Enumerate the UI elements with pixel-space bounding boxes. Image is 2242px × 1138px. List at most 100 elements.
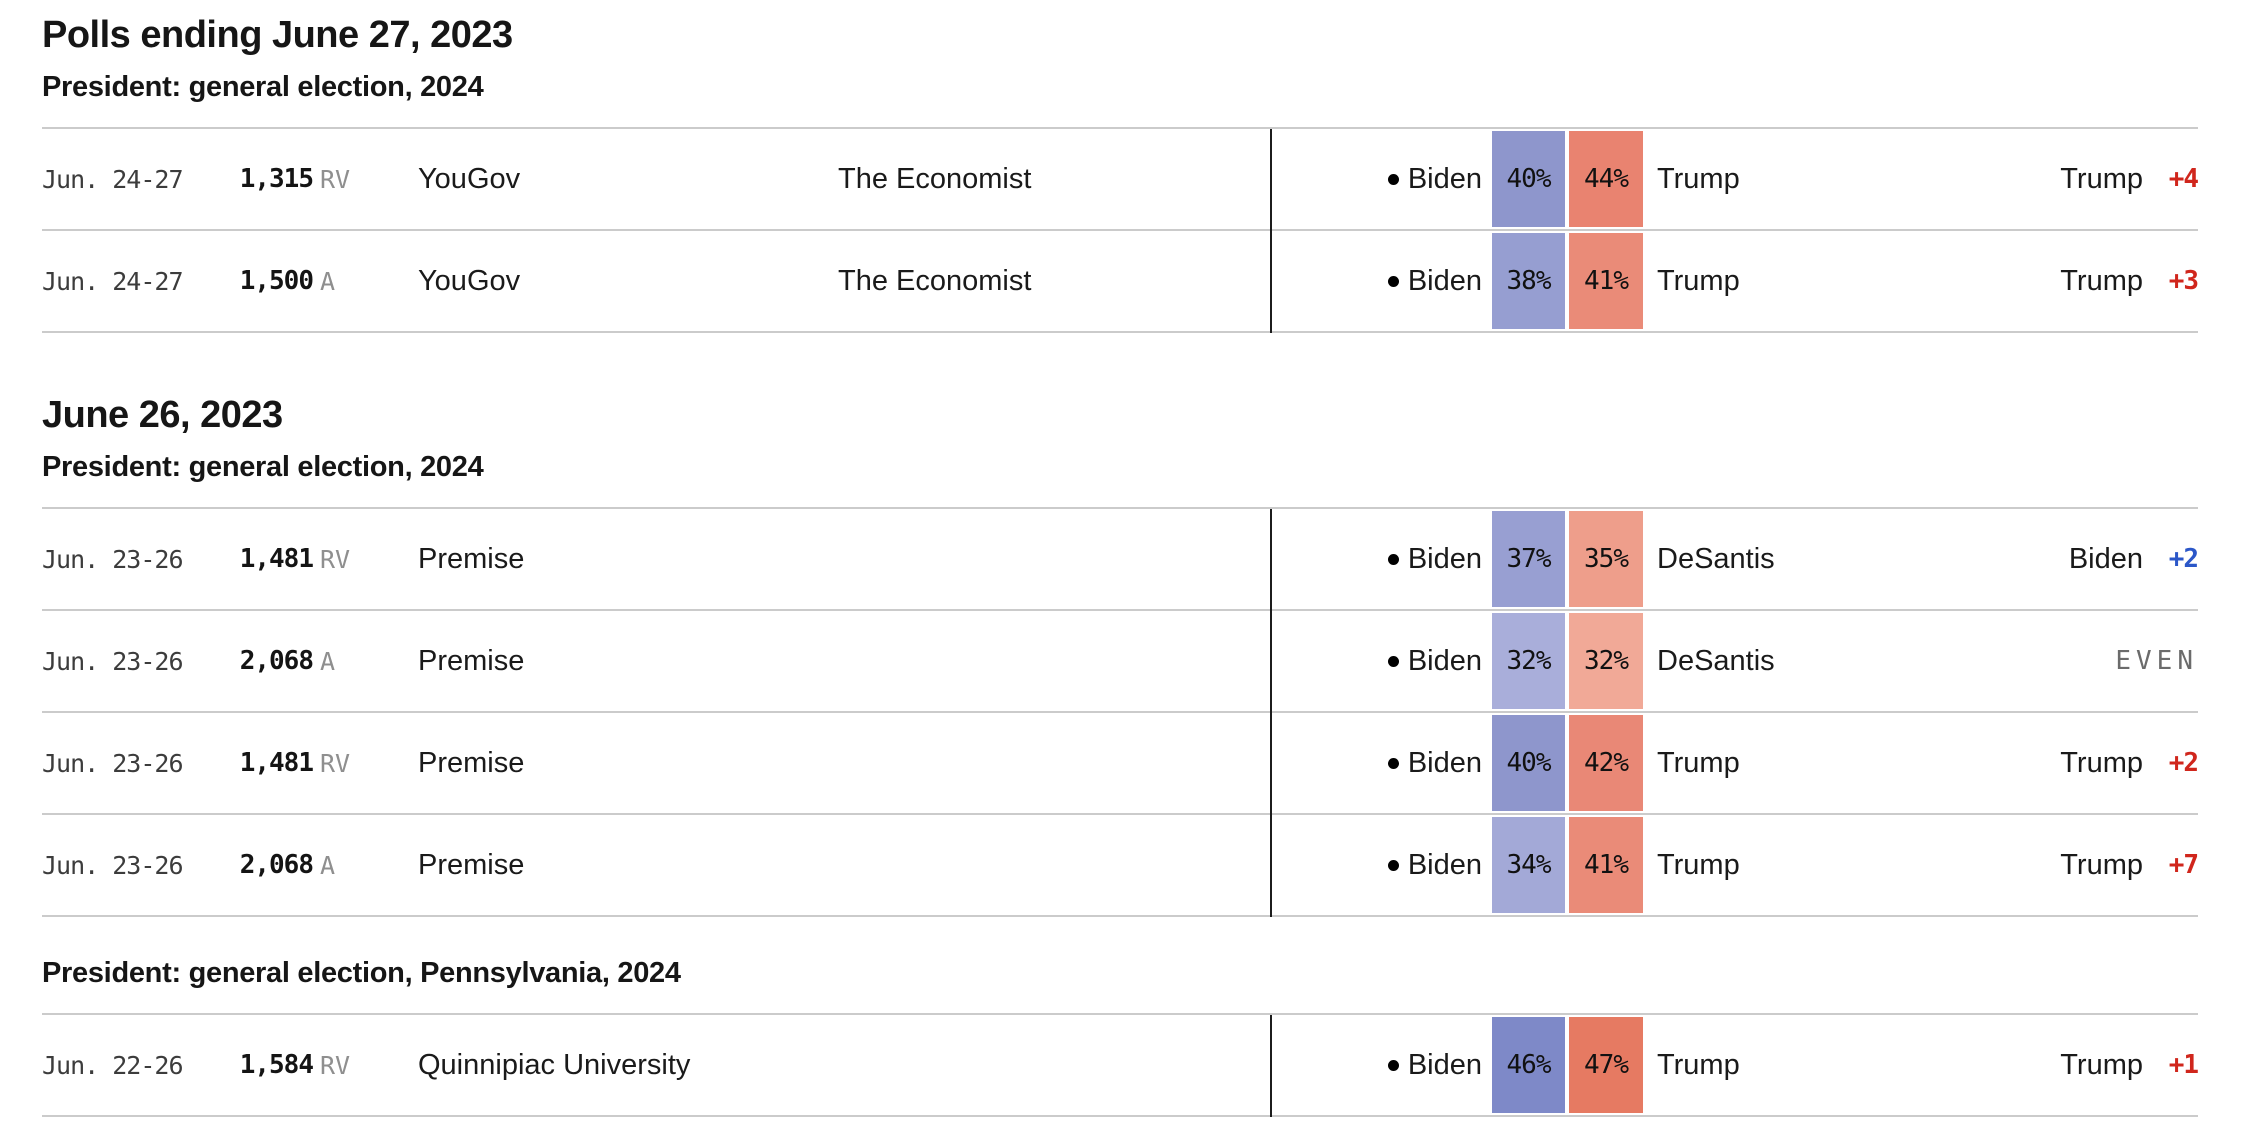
pollster-name[interactable]: Premise	[418, 848, 525, 881]
candidate1: Biden	[1230, 747, 1482, 780]
candidate2-name: Trump	[1657, 162, 1740, 195]
incumbent-dot-icon	[1387, 859, 1399, 871]
leader-name: Trump	[2060, 746, 2143, 779]
poll-result: Trump +3	[1943, 264, 2199, 298]
candidate2-pct-cell: 41%	[1569, 233, 1643, 329]
candidate2-name: Trump	[1657, 1048, 1740, 1081]
leader-name: Trump	[2060, 848, 2143, 881]
sample-size: 1,500	[239, 266, 314, 296]
poll-result: Trump +4	[1943, 162, 2199, 196]
candidate2-name: DeSantis	[1657, 644, 1775, 677]
margin-value: +2	[2168, 544, 2199, 574]
poll-row: Jun. 23-26 2,068 A Premise Biden 32% 32%…	[42, 611, 2198, 713]
incumbent-dot-icon	[1387, 275, 1399, 287]
candidate1-name: Biden	[1407, 1048, 1482, 1081]
poll-row: Jun. 24-27 1,315 RV YouGov The Economist…	[42, 129, 2199, 231]
candidate1: Biden	[1230, 1049, 1482, 1082]
pollster-name[interactable]: Premise	[418, 746, 525, 779]
candidate2-pct-cell: 35%	[1569, 511, 1643, 607]
leader-name: Trump	[2060, 264, 2143, 297]
date-header: Polls ending June 27, 2023	[42, 14, 513, 56]
candidate1-pct-cell: 46%	[1492, 1017, 1565, 1113]
pollster-name[interactable]: YouGov	[418, 264, 521, 297]
margin-value: +2	[2168, 748, 2199, 778]
sample-type: RV	[320, 748, 351, 778]
candidate1-pct-cell: 34%	[1492, 817, 1565, 913]
candidate1: Biden	[1230, 163, 1482, 196]
poll-row: Jun. 22-26 1,584 RV Quinnipiac Universit…	[42, 1015, 2199, 1117]
sample-type: RV	[320, 1050, 351, 1080]
candidate1-name: Biden	[1407, 542, 1482, 575]
sample-type: A	[320, 266, 336, 296]
leader-name: Biden	[2068, 542, 2143, 575]
poll-dates: Jun. 23-26	[42, 850, 184, 880]
sample-type: RV	[320, 164, 351, 194]
candidate1: Biden	[1230, 645, 1482, 678]
candidate-divider-line	[1270, 129, 1272, 333]
poll-row: Jun. 24-27 1,500 A YouGov The Economist …	[42, 231, 2199, 333]
candidate2-pct-cell: 32%	[1569, 613, 1643, 709]
sample-type: A	[320, 646, 336, 676]
candidate2-name: Trump	[1657, 746, 1740, 779]
candidate-divider-line	[1270, 1015, 1272, 1117]
candidate2-pct-cell: 44%	[1569, 131, 1643, 227]
candidate1-pct-cell: 40%	[1492, 715, 1565, 811]
incumbent-dot-icon	[1387, 655, 1399, 667]
candidate1: Biden	[1230, 543, 1482, 576]
poll-dates: Jun. 22-26	[42, 1050, 184, 1080]
poll-section: Polls ending June 27, 2023 President: ge…	[42, 14, 2199, 333]
margin-value: +4	[2168, 164, 2199, 194]
polls-table: Jun. 23-26 1,481 RV Premise Biden 37% 35…	[42, 507, 2199, 917]
candidate1-pct-cell: 38%	[1492, 233, 1565, 329]
poll-result: EVEN	[1943, 646, 2198, 676]
pollster-name[interactable]: Premise	[418, 542, 525, 575]
candidate1-name: Biden	[1407, 848, 1482, 881]
poll-row: Jun. 23-26 1,481 RV Premise Biden 40% 42…	[42, 713, 2199, 815]
candidate1-name: Biden	[1407, 162, 1482, 195]
poll-dates: Jun. 23-26	[42, 544, 184, 574]
incumbent-dot-icon	[1387, 757, 1399, 769]
margin-value: +3	[2168, 266, 2199, 296]
candidate1-pct-cell: 40%	[1492, 131, 1565, 227]
leader-name: Trump	[2060, 1048, 2143, 1081]
candidate2-name: Trump	[1657, 848, 1740, 881]
candidate2-name: Trump	[1657, 264, 1740, 297]
margin-value: EVEN	[2115, 646, 2198, 676]
poll-row: Jun. 23-26 2,068 A Premise Biden 34% 41%…	[42, 815, 2199, 917]
sample-type: RV	[320, 544, 351, 574]
sample-size: 2,068	[239, 850, 314, 880]
leader-name: Trump	[2060, 162, 2143, 195]
sample-size: 1,481	[239, 748, 314, 778]
candidate-divider-line	[1270, 509, 1272, 917]
incumbent-dot-icon	[1387, 173, 1399, 185]
poll-dates: Jun. 23-26	[42, 646, 184, 676]
sample-size: 1,315	[239, 164, 314, 194]
race-header: President: general election, 2024	[42, 71, 484, 103]
pollster-name[interactable]: Quinnipiac University	[418, 1048, 691, 1081]
poll-result: Trump +1	[1943, 1048, 2199, 1082]
margin-value: +7	[2168, 850, 2199, 880]
polls-table: Jun. 22-26 1,584 RV Quinnipiac Universit…	[42, 1013, 2199, 1117]
poll-dates: Jun. 23-26	[42, 748, 184, 778]
candidate1-name: Biden	[1407, 746, 1482, 779]
pollster-name[interactable]: Premise	[418, 644, 525, 677]
candidate1-pct-cell: 37%	[1492, 511, 1565, 607]
sponsor-name: The Economist	[838, 264, 1032, 297]
candidate1-pct-cell: 32%	[1492, 613, 1565, 709]
polls-table: Jun. 24-27 1,315 RV YouGov The Economist…	[42, 127, 2199, 333]
race-header: President: general election, 2024	[42, 451, 484, 483]
race-header: President: general election, Pennsylvani…	[42, 957, 681, 989]
poll-result: Trump +2	[1943, 746, 2199, 780]
poll-dates: Jun. 24-27	[42, 266, 184, 296]
poll-row: Jun. 23-26 1,481 RV Premise Biden 37% 35…	[42, 509, 2199, 611]
candidate2-pct-cell: 42%	[1569, 715, 1643, 811]
incumbent-dot-icon	[1387, 553, 1399, 565]
candidate2-pct-cell: 41%	[1569, 817, 1643, 913]
candidate1: Biden	[1230, 265, 1482, 298]
sample-size: 1,481	[239, 544, 314, 574]
incumbent-dot-icon	[1387, 1059, 1399, 1071]
poll-dates: Jun. 24-27	[42, 164, 184, 194]
sample-size: 1,584	[239, 1050, 314, 1080]
candidate1-name: Biden	[1407, 644, 1482, 677]
pollster-name[interactable]: YouGov	[418, 162, 521, 195]
